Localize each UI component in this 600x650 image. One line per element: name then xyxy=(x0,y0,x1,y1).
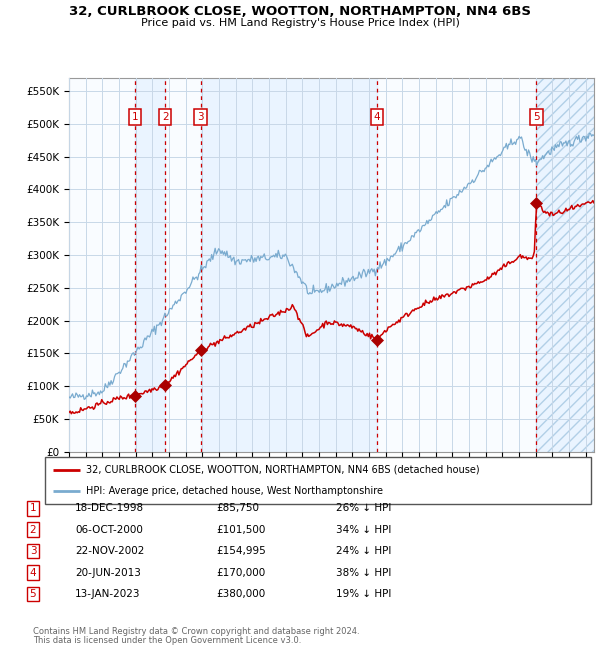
Text: 1: 1 xyxy=(131,112,139,122)
Bar xyxy=(135,78,165,452)
Text: 3: 3 xyxy=(197,112,204,122)
Text: 26% ↓ HPI: 26% ↓ HPI xyxy=(336,503,391,514)
Text: Contains HM Land Registry data © Crown copyright and database right 2024.: Contains HM Land Registry data © Crown c… xyxy=(33,627,359,636)
Bar xyxy=(377,78,536,452)
Text: 5: 5 xyxy=(29,589,37,599)
Text: 4: 4 xyxy=(374,112,380,122)
Text: 19% ↓ HPI: 19% ↓ HPI xyxy=(336,589,391,599)
Text: 3: 3 xyxy=(29,546,37,556)
Text: 4: 4 xyxy=(29,567,37,578)
Text: 32, CURLBROOK CLOSE, WOOTTON, NORTHAMPTON, NN4 6BS: 32, CURLBROOK CLOSE, WOOTTON, NORTHAMPTO… xyxy=(69,5,531,18)
Text: 5: 5 xyxy=(533,112,539,122)
Text: 24% ↓ HPI: 24% ↓ HPI xyxy=(336,546,391,556)
Text: HPI: Average price, detached house, West Northamptonshire: HPI: Average price, detached house, West… xyxy=(86,486,383,496)
Text: 1: 1 xyxy=(29,503,37,514)
Text: 2: 2 xyxy=(162,112,169,122)
Text: £170,000: £170,000 xyxy=(216,567,265,578)
Text: 34% ↓ HPI: 34% ↓ HPI xyxy=(336,525,391,535)
Text: 20-JUN-2013: 20-JUN-2013 xyxy=(75,567,141,578)
Text: 2: 2 xyxy=(29,525,37,535)
Bar xyxy=(536,78,594,452)
Bar xyxy=(536,78,594,452)
Text: This data is licensed under the Open Government Licence v3.0.: This data is licensed under the Open Gov… xyxy=(33,636,301,645)
Text: 32, CURLBROOK CLOSE, WOOTTON, NORTHAMPTON, NN4 6BS (detached house): 32, CURLBROOK CLOSE, WOOTTON, NORTHAMPTO… xyxy=(86,465,479,474)
Text: Price paid vs. HM Land Registry's House Price Index (HPI): Price paid vs. HM Land Registry's House … xyxy=(140,18,460,28)
Text: 22-NOV-2002: 22-NOV-2002 xyxy=(75,546,145,556)
Bar xyxy=(69,78,135,452)
Bar xyxy=(200,78,377,452)
Text: £85,750: £85,750 xyxy=(216,503,259,514)
Text: 38% ↓ HPI: 38% ↓ HPI xyxy=(336,567,391,578)
Text: £154,995: £154,995 xyxy=(216,546,266,556)
Text: 06-OCT-2000: 06-OCT-2000 xyxy=(75,525,143,535)
Bar xyxy=(165,78,200,452)
Text: 18-DEC-1998: 18-DEC-1998 xyxy=(75,503,144,514)
Text: £101,500: £101,500 xyxy=(216,525,265,535)
Text: 13-JAN-2023: 13-JAN-2023 xyxy=(75,589,140,599)
Text: £380,000: £380,000 xyxy=(216,589,265,599)
